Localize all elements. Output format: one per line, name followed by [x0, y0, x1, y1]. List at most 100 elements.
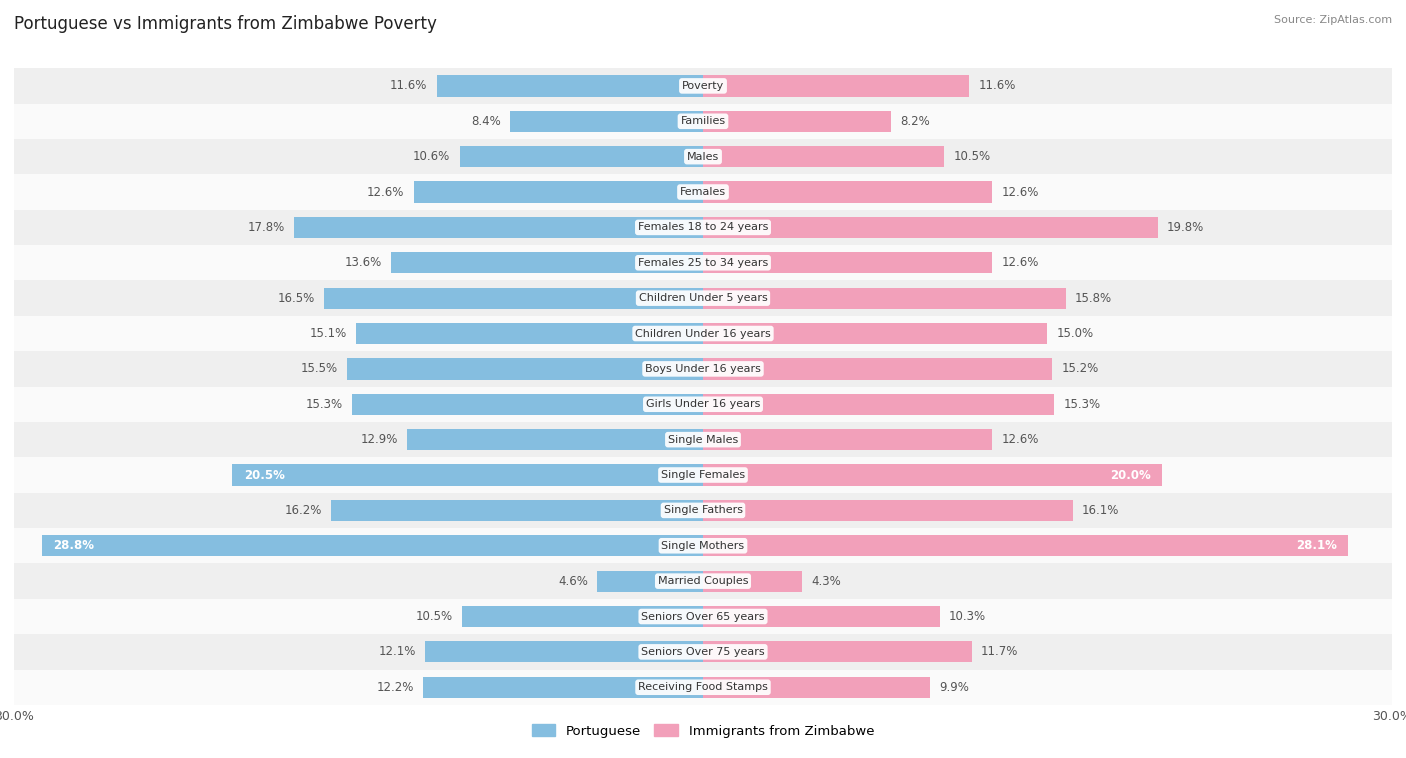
Legend: Portuguese, Immigrants from Zimbabwe: Portuguese, Immigrants from Zimbabwe — [526, 719, 880, 743]
Bar — [14, 563, 1392, 599]
Text: Single Fathers: Single Fathers — [664, 506, 742, 515]
Bar — [14, 634, 1392, 669]
Text: 20.5%: 20.5% — [243, 468, 284, 481]
Text: Seniors Over 65 years: Seniors Over 65 years — [641, 612, 765, 622]
Bar — [413, 181, 703, 202]
Text: 8.4%: 8.4% — [471, 114, 501, 128]
Bar — [14, 422, 1392, 457]
Text: Females: Females — [681, 187, 725, 197]
Bar — [14, 245, 1392, 280]
Text: 15.5%: 15.5% — [301, 362, 337, 375]
Text: Females 25 to 34 years: Females 25 to 34 years — [638, 258, 768, 268]
Text: 19.8%: 19.8% — [1167, 221, 1204, 234]
Text: 15.3%: 15.3% — [305, 398, 343, 411]
Bar — [14, 457, 1392, 493]
Text: 9.9%: 9.9% — [939, 681, 969, 694]
Bar — [330, 500, 703, 521]
Text: 20.0%: 20.0% — [1111, 468, 1152, 481]
Text: 10.5%: 10.5% — [953, 150, 990, 163]
Bar — [703, 146, 945, 168]
Bar — [510, 111, 703, 132]
Bar — [14, 210, 1392, 245]
Text: 16.2%: 16.2% — [284, 504, 322, 517]
Text: Males: Males — [688, 152, 718, 161]
Bar — [703, 323, 1047, 344]
Bar — [323, 287, 703, 309]
Bar — [460, 146, 703, 168]
Text: 15.3%: 15.3% — [1063, 398, 1101, 411]
Text: 11.7%: 11.7% — [981, 645, 1018, 659]
Bar — [703, 181, 993, 202]
Text: 11.6%: 11.6% — [389, 80, 427, 92]
Bar — [703, 217, 1157, 238]
Bar — [703, 429, 993, 450]
Text: 12.9%: 12.9% — [360, 433, 398, 446]
Bar — [703, 571, 801, 592]
Text: Portuguese vs Immigrants from Zimbabwe Poverty: Portuguese vs Immigrants from Zimbabwe P… — [14, 15, 437, 33]
Bar — [14, 280, 1392, 316]
Text: Families: Families — [681, 116, 725, 127]
Text: 12.6%: 12.6% — [367, 186, 405, 199]
Bar — [294, 217, 703, 238]
Bar — [703, 677, 931, 698]
Text: 13.6%: 13.6% — [344, 256, 381, 269]
Bar — [423, 677, 703, 698]
Bar — [14, 316, 1392, 351]
Bar — [406, 429, 703, 450]
Text: Source: ZipAtlas.com: Source: ZipAtlas.com — [1274, 15, 1392, 25]
Text: 4.3%: 4.3% — [811, 575, 841, 587]
Bar — [14, 387, 1392, 422]
Text: Poverty: Poverty — [682, 81, 724, 91]
Text: 12.6%: 12.6% — [1001, 186, 1039, 199]
Text: Single Females: Single Females — [661, 470, 745, 480]
Text: 28.1%: 28.1% — [1296, 539, 1337, 553]
Bar — [14, 68, 1392, 104]
Bar — [703, 641, 972, 662]
Text: 4.6%: 4.6% — [558, 575, 588, 587]
Bar — [703, 75, 969, 96]
Bar — [703, 606, 939, 627]
Bar — [425, 641, 703, 662]
Text: 11.6%: 11.6% — [979, 80, 1017, 92]
Text: Married Couples: Married Couples — [658, 576, 748, 586]
Text: 17.8%: 17.8% — [247, 221, 285, 234]
Bar — [14, 139, 1392, 174]
Bar — [461, 606, 703, 627]
Bar — [14, 599, 1392, 634]
Text: Children Under 16 years: Children Under 16 years — [636, 328, 770, 339]
Bar — [437, 75, 703, 96]
Text: Females 18 to 24 years: Females 18 to 24 years — [638, 222, 768, 233]
Bar — [42, 535, 703, 556]
Bar — [14, 174, 1392, 210]
Text: 15.0%: 15.0% — [1057, 327, 1094, 340]
Bar — [703, 252, 993, 274]
Text: 10.3%: 10.3% — [949, 610, 986, 623]
Text: Girls Under 16 years: Girls Under 16 years — [645, 399, 761, 409]
Text: Children Under 5 years: Children Under 5 years — [638, 293, 768, 303]
Bar — [703, 287, 1066, 309]
Text: 15.2%: 15.2% — [1062, 362, 1098, 375]
Bar — [703, 359, 1052, 380]
Bar — [347, 359, 703, 380]
Text: Boys Under 16 years: Boys Under 16 years — [645, 364, 761, 374]
Text: 12.1%: 12.1% — [378, 645, 416, 659]
Bar — [14, 104, 1392, 139]
Bar — [352, 393, 703, 415]
Bar — [356, 323, 703, 344]
Text: 12.2%: 12.2% — [377, 681, 413, 694]
Text: 15.8%: 15.8% — [1076, 292, 1112, 305]
Bar — [703, 500, 1073, 521]
Text: 12.6%: 12.6% — [1001, 433, 1039, 446]
Bar — [703, 393, 1054, 415]
Bar — [703, 465, 1163, 486]
Bar — [232, 465, 703, 486]
Bar — [14, 669, 1392, 705]
Bar — [598, 571, 703, 592]
Text: 16.5%: 16.5% — [277, 292, 315, 305]
Text: Single Mothers: Single Mothers — [661, 540, 745, 551]
Bar — [14, 493, 1392, 528]
Bar — [703, 535, 1348, 556]
Text: 16.1%: 16.1% — [1083, 504, 1119, 517]
Bar — [703, 111, 891, 132]
Text: Receiving Food Stamps: Receiving Food Stamps — [638, 682, 768, 692]
